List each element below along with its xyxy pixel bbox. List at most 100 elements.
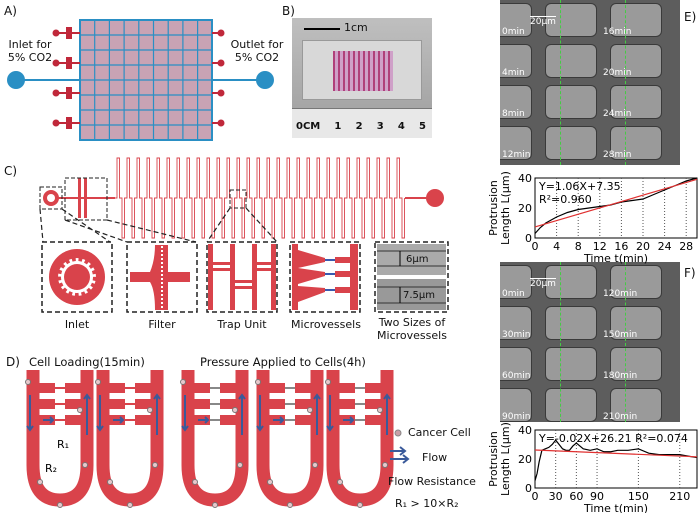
y-tick-label: 20 [518,453,532,466]
cancer-cell [255,379,261,385]
timepoint-label: 12min [502,150,531,160]
cancer-cell [307,407,313,413]
x-tick-label: 30 [549,490,563,503]
cancer-cell [337,479,343,485]
microscopy-timelapse-f: 0min 120min 30min 150min 60min 180min 90min 210… [500,262,680,422]
cell-loading-diagram: R₁ R₂ [25,370,410,508]
panel-a-label: A) [4,4,17,18]
timepoint-label: 180min [603,371,638,381]
flow-arrow-icon [326,395,334,432]
flow-arrow-icon [153,393,161,435]
x-axis-label: Time t(min) [583,502,648,513]
cancer-cell [147,407,153,413]
trap-chamber [500,85,532,119]
x-tick-label: 8 [575,240,582,253]
flow-arrow-icon [96,395,104,432]
cancer-cell [377,407,383,413]
trap-chamber [610,85,662,119]
y-axis-label-line1: Protrusion [487,180,500,236]
timepoint-label: 210min [603,412,638,422]
timepoint-label: 0min [502,27,525,37]
microvessels-caption: Microvessels [291,318,361,331]
x-axis-label: Time t(min) [583,252,648,265]
x-tick-label: 20 [636,240,650,253]
resistance-relation: R₁ > 10×R₂ [395,497,459,510]
flow-arrow-icon [83,393,91,435]
pressure-title: Pressure Applied to Cells(4h) [200,355,366,369]
panel-c-label: C) [4,164,18,178]
co2-outlet-port [256,71,274,89]
y-axis-label-line2: Length L(μm) [499,171,512,245]
size-6um-label: 6μm [406,254,429,265]
cancer-cell [382,462,388,468]
y-tick-label: 40 [518,424,532,437]
trap-unit-2 [180,370,249,508]
cancer-cell [57,502,63,508]
trap-chamber [545,347,597,381]
plot-area [534,429,698,489]
cancer-cell-legend-icon [394,429,402,437]
cancer-cell [267,479,273,485]
panel-b-label: B) [282,4,295,18]
timepoint-label: 28min [603,150,632,160]
cancer-cell [212,502,218,508]
flow-arrow-icon [343,416,355,424]
trap-chamber [500,265,532,299]
scale-label: 1cm [344,21,368,34]
trap-chamber [545,126,597,160]
filter-caption: Filter [148,318,176,331]
fit-line [534,178,698,228]
cancer-cell [180,379,186,385]
timepoint-label: 4min [502,68,525,78]
cancer-cell [82,462,88,468]
fit-equation: Y=-0.02X+26.21 R²=0.074 [538,432,688,445]
trap-chamber [500,44,532,78]
cancer-cell [287,502,293,508]
trap-chamber [610,126,662,160]
ruler-5: 5 [418,121,426,132]
flow-arrow-icon [198,416,210,424]
cancer-cell [152,462,158,468]
trap-chamber [500,347,532,381]
trap-chamber [545,3,597,37]
timepoint-label: 20min [603,68,632,78]
timepoint-label: 150min [603,330,638,340]
trap-chamber [545,265,597,299]
trap-chamber [610,388,662,422]
trap-unit-caption: Trap Unit [217,318,267,331]
ruler-2: 2 [355,121,363,132]
ruler-3: 3 [376,121,384,132]
r-squared: R²=0.960 [539,193,592,206]
inlet-label: Inlet for 5% CO2 [0,38,60,64]
size-7-5um-label: 7.5μm [403,290,436,301]
cancer-cell [192,479,198,485]
x-tick-label: 90 [590,490,604,503]
flow-arrow-icon [313,393,321,435]
timepoint-label: 8min [502,109,525,119]
flow-arrow-icon [43,416,55,424]
timepoint-label: 16min [603,27,632,37]
cancer-cell [107,479,113,485]
flow-arrow-icon [26,395,34,432]
trap-chamber [545,85,597,119]
trap-unit-1 [95,370,164,508]
trap-unit-0 [25,370,94,508]
scalebar-label: 20μm [530,16,556,27]
trap-chamber [610,306,662,340]
flow-arrow-icon [238,393,246,435]
panel-e-label: E) [684,10,697,24]
cell-loading-title: Cell Loading(15min) [29,355,145,369]
flow-arrow-icon [181,395,189,432]
cancer-cell [25,379,31,385]
timepoint-label: 90min [502,412,531,422]
legend-flow-resistance: Flow Resistance [388,475,476,488]
y-tick-label: 40 [518,172,532,185]
flow-arrow-icon [273,416,285,424]
trap-chamber [500,3,532,37]
chip-layout-diagram [7,19,274,141]
flow-arrow-icon [383,393,391,435]
ruler-4: 4 [397,121,405,132]
y-tick-label: 20 [518,202,532,215]
co2-inlet-port [7,71,25,89]
outlet-text: Outlet for [230,38,284,51]
